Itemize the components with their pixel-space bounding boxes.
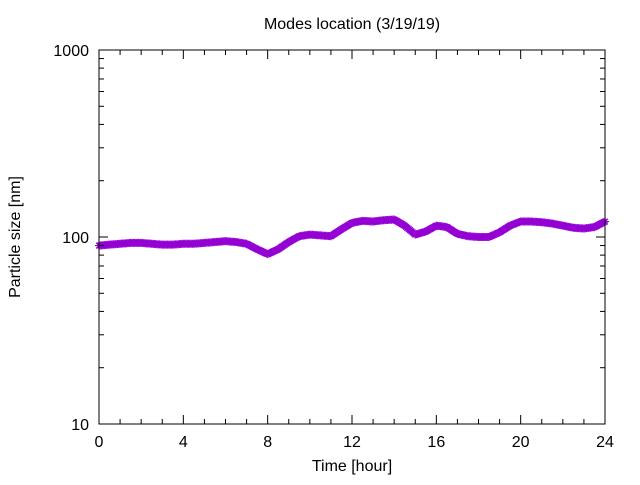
x-tick-label: 4 (179, 434, 188, 451)
x-tick-label: 24 (596, 434, 614, 451)
x-axis-label: Time [hour] (312, 458, 392, 475)
y-tick-label: 1000 (53, 43, 89, 60)
axes-layer: 0 4 8 12 16 20 24 10 100 1000 (53, 43, 614, 451)
x-tick-label: 12 (343, 434, 361, 451)
y-axis-label: Particle size [nm] (7, 176, 24, 298)
y-tick-label: 100 (62, 230, 89, 247)
x-tick-label: 8 (263, 434, 272, 451)
y-tick-label: 10 (71, 417, 89, 434)
x-tick-label: 20 (512, 434, 530, 451)
series-line (95, 215, 609, 259)
series-layer (95, 215, 609, 259)
plot-frame (98, 49, 606, 425)
x-tick-label: 16 (427, 434, 445, 451)
x-tick-label: 0 (95, 434, 104, 451)
chart-title: Modes location (3/19/19) (264, 16, 440, 33)
